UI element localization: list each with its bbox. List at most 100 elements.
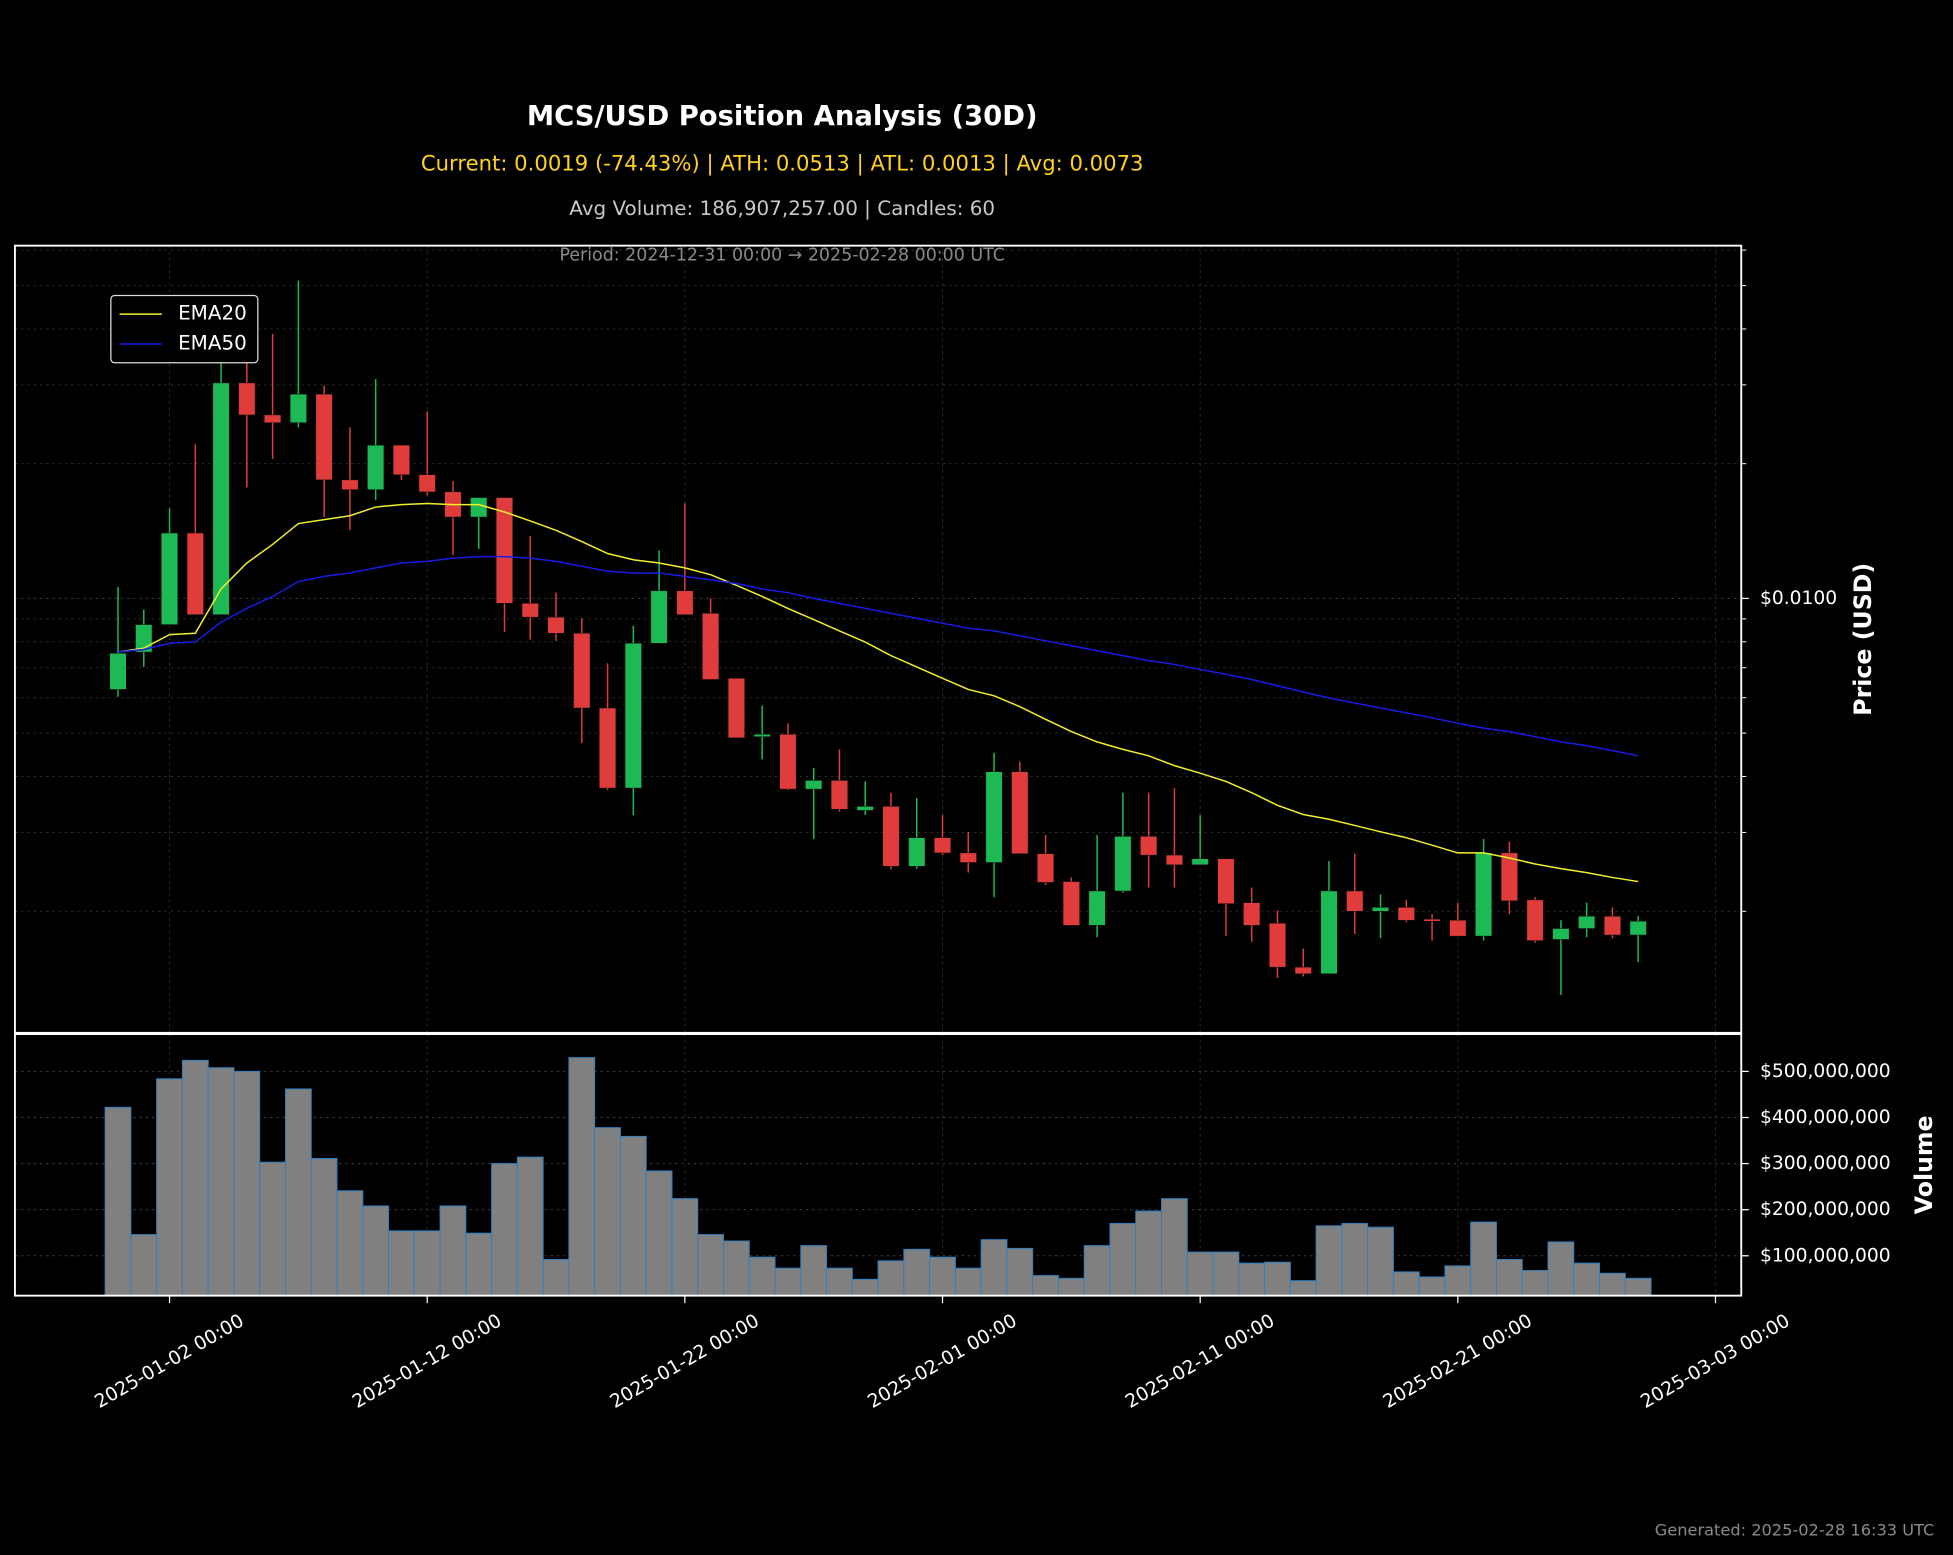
candle-body xyxy=(1629,920,1647,936)
chart-subtitle: Current: 0.0019 (-74.43%) | ATH: 0.0513 … xyxy=(421,151,1144,177)
volume-bar xyxy=(1624,1277,1652,1297)
volume-bar xyxy=(439,1205,467,1297)
candle-body xyxy=(1062,881,1080,926)
axes-frame xyxy=(14,1033,1743,1297)
volume-bar xyxy=(362,1205,390,1297)
footer: Generated: 2025-02-28 16:33 UTC xyxy=(1655,1521,1935,1540)
candle-body xyxy=(1500,852,1518,902)
candle-body xyxy=(1320,890,1338,975)
volume-bar xyxy=(877,1260,905,1297)
volume-bar xyxy=(516,1156,544,1297)
candle-body xyxy=(1603,915,1621,936)
candle-body xyxy=(212,382,230,615)
volume-bar xyxy=(1109,1223,1137,1297)
volume-bar xyxy=(594,1127,621,1297)
candle-body xyxy=(392,444,410,475)
volume-bar xyxy=(748,1256,776,1297)
x-tick-label: 2025-03-03 00:00 xyxy=(1637,1310,1793,1412)
candle-body xyxy=(908,837,926,867)
volume-bar xyxy=(259,1161,286,1297)
volume-bar xyxy=(774,1267,802,1297)
candle-body xyxy=(1346,890,1364,912)
volume-bar xyxy=(491,1163,518,1297)
volume-bar xyxy=(723,1240,750,1297)
candle-body xyxy=(1037,853,1055,883)
x-tick-label: 2025-01-12 00:00 xyxy=(349,1310,505,1412)
candle-body xyxy=(1423,918,1441,922)
candle-body xyxy=(1578,915,1596,929)
volume-bar xyxy=(903,1248,931,1297)
candle-body xyxy=(367,444,385,490)
candle-body xyxy=(1140,836,1158,856)
y-axis-label: Volume xyxy=(1910,1115,1938,1214)
candle-body xyxy=(934,837,952,854)
x-tick-label: 2025-02-11 00:00 xyxy=(1122,1310,1278,1412)
volume-bar xyxy=(1573,1262,1601,1297)
volume-bar xyxy=(284,1088,312,1297)
volume-bar xyxy=(1083,1245,1111,1297)
candle-body xyxy=(315,393,333,481)
volume-bar xyxy=(1470,1221,1497,1297)
volume-bar xyxy=(207,1067,235,1297)
candle-body xyxy=(418,474,436,493)
candle-body xyxy=(650,590,668,644)
candle-body xyxy=(1217,858,1235,904)
volume-bar xyxy=(1032,1275,1059,1297)
volume-bar xyxy=(336,1190,364,1297)
candle-body xyxy=(1449,919,1467,937)
candle-body xyxy=(805,780,823,790)
volume-bar xyxy=(1238,1262,1266,1297)
volume-bar xyxy=(645,1170,673,1297)
volume-bar xyxy=(1057,1277,1085,1297)
volume-bar xyxy=(542,1258,570,1297)
y-tick-label: $500,000,000 xyxy=(1760,1061,1891,1082)
candle-body xyxy=(727,678,745,739)
volume-bar xyxy=(1212,1251,1240,1297)
volume-bar xyxy=(1264,1261,1291,1297)
volume-bar xyxy=(413,1230,441,1297)
volume-bar xyxy=(1547,1241,1575,1297)
chart-period: Period: 2024-12-31 00:00 → 2025-02-28 00… xyxy=(559,246,1004,266)
volume-bar xyxy=(1135,1210,1163,1297)
candle-body xyxy=(521,603,539,618)
y-axis-label: Price (USD) xyxy=(1849,563,1877,716)
chart-stats: Avg Volume: 186,907,257.00 | Candles: 60 xyxy=(569,197,995,220)
volume-bar xyxy=(1289,1280,1317,1297)
candle-body xyxy=(856,806,874,811)
candle-body xyxy=(186,532,204,615)
volume-bar xyxy=(697,1234,725,1297)
candle-body xyxy=(109,653,127,690)
candle-body xyxy=(135,624,153,653)
volume-bar xyxy=(1161,1198,1188,1297)
candle-body xyxy=(702,613,720,680)
volume-bar xyxy=(104,1106,132,1297)
candle-body xyxy=(985,771,1003,863)
volume-bar xyxy=(929,1256,956,1297)
volume-bar xyxy=(1444,1265,1472,1297)
axes-frame xyxy=(14,244,1743,1034)
volume-bar xyxy=(800,1245,828,1297)
candle-body xyxy=(599,707,617,789)
volume-bar xyxy=(1495,1258,1523,1297)
volume-bar xyxy=(1367,1226,1394,1297)
y-tick-label: $0.0100 xyxy=(1760,588,1837,609)
volume-bar xyxy=(980,1239,1008,1297)
y-tick-label: $300,000,000 xyxy=(1760,1153,1891,1174)
volume-bar xyxy=(1599,1272,1626,1297)
candle-body xyxy=(830,780,848,810)
candle-body xyxy=(470,497,488,518)
volume-bar xyxy=(1341,1223,1369,1297)
candle-body xyxy=(676,590,694,615)
chart-title: MCS/USD Position Analysis (30D) xyxy=(527,101,1038,132)
volume-bar xyxy=(233,1070,261,1297)
volume-bar xyxy=(130,1234,158,1297)
candle-body xyxy=(1552,928,1570,940)
candle-body xyxy=(1011,771,1029,854)
volume-bar xyxy=(568,1057,596,1297)
ema-line xyxy=(117,555,1639,757)
y-tick-label: $100,000,000 xyxy=(1760,1245,1891,1266)
candle-body xyxy=(547,616,565,634)
candle-body xyxy=(264,414,282,423)
y-tick-label: $400,000,000 xyxy=(1760,1107,1891,1128)
